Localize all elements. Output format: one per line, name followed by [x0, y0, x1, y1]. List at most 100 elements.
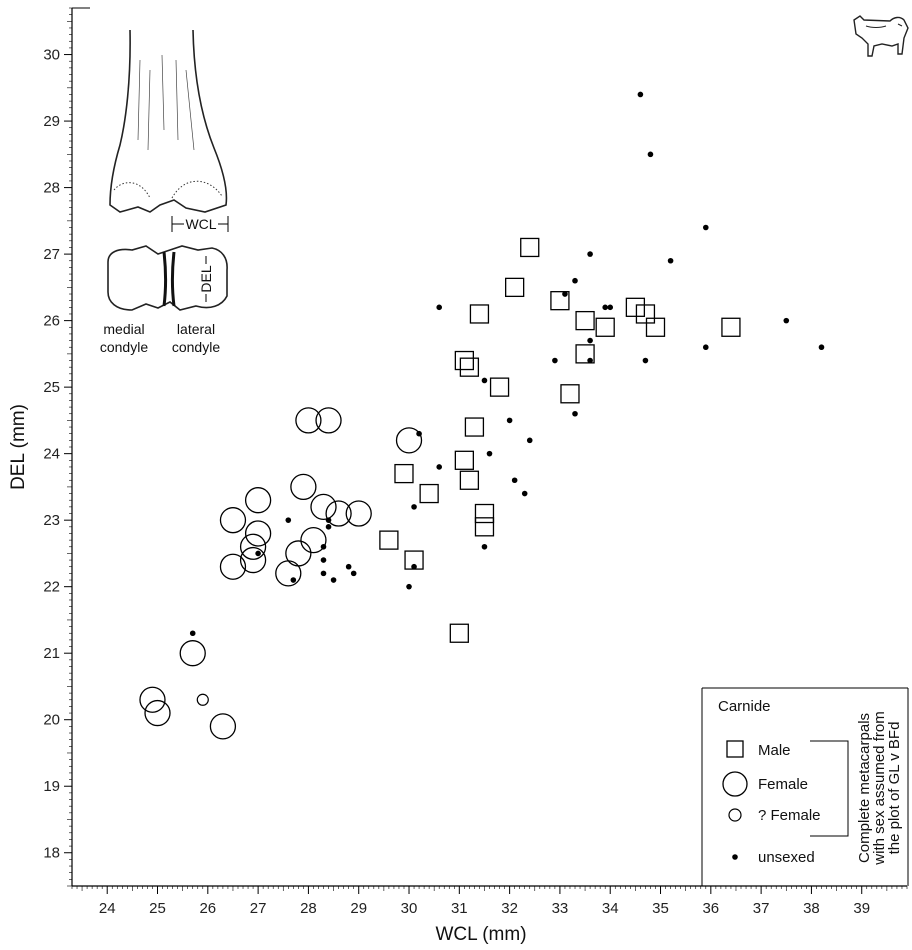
- unsexed-point: [255, 550, 261, 557]
- y-tick-label: 19: [43, 778, 60, 795]
- legend-male-label: Male: [758, 742, 791, 759]
- male-point: [505, 277, 525, 298]
- unsexed-point: [526, 437, 533, 444]
- x-tick-label: 38: [803, 900, 820, 917]
- unsexed-point: [486, 450, 493, 457]
- x-axis-ticks: 24 25 26 27 28 29 30 31 32 33 34 35 36 37 38 39: [71, 886, 908, 917]
- cattle-icon-outline: [853, 15, 909, 57]
- unsexed-point: [481, 543, 488, 550]
- unsexed-point: [702, 344, 709, 351]
- y-tick-label: 26: [43, 313, 60, 330]
- male-point: [595, 317, 615, 337]
- unsexed-point: [189, 630, 196, 637]
- male-point: [459, 470, 480, 490]
- legend-female-marker: [722, 771, 748, 797]
- male-point: [379, 530, 399, 550]
- y-tick-label: 28: [43, 180, 60, 197]
- legend-qfemale-label: ? Female: [758, 807, 821, 824]
- unsexed-point: [702, 224, 709, 231]
- male-point: [489, 377, 510, 397]
- male-point: [459, 357, 480, 377]
- legend-female-label: Female: [758, 776, 808, 793]
- bone-condyle-stipple: [113, 180, 223, 199]
- metacarpal-illustration: WCL DEL medial condyle lateral condyle: [100, 29, 229, 355]
- bone-shaft-hatching: [137, 54, 195, 151]
- unsexed-point: [562, 291, 568, 297]
- x-tick-label: 28: [300, 900, 317, 917]
- x-tick-label: 24: [99, 900, 116, 917]
- unsexed-point: [411, 504, 417, 510]
- female-point: [300, 526, 327, 554]
- male-point: [645, 317, 666, 337]
- female-point: [219, 507, 247, 534]
- unsexed-point: [572, 410, 578, 417]
- female-point: [239, 533, 267, 560]
- del-label-bg: [199, 264, 213, 294]
- x-tick-label: 31: [451, 900, 468, 917]
- unsexed-point: [506, 417, 513, 424]
- male-point: [454, 350, 474, 371]
- unsexed-point: [406, 583, 412, 590]
- unsexed-point: [587, 337, 593, 344]
- unsexed-point: [330, 577, 337, 583]
- female-point: [325, 500, 352, 527]
- unsexed-point: [642, 357, 649, 364]
- unsexed-point: [511, 477, 518, 484]
- female-point: [219, 553, 247, 580]
- male-point: [464, 417, 485, 437]
- male-point: [520, 237, 540, 258]
- male-point: [721, 317, 741, 337]
- male-point: [575, 310, 595, 331]
- female-point: [139, 686, 166, 713]
- bone-shaft-drawing: [109, 29, 228, 213]
- unsexed-point: [320, 570, 327, 577]
- unsexed-point: [481, 377, 488, 384]
- female-point: [275, 560, 302, 587]
- unsexed-point: [436, 304, 442, 311]
- legend-male-marker: [726, 740, 744, 758]
- unsexed-point: [325, 524, 332, 530]
- wcl-label: WCL: [185, 216, 216, 232]
- wcl-label-bg: [184, 216, 218, 232]
- female-point: [295, 407, 322, 434]
- legend-title: Carnide: [718, 698, 771, 715]
- x-tick-label: 29: [350, 900, 367, 917]
- female-point: [179, 640, 206, 667]
- x-axis-title: WCL (mm): [435, 924, 526, 945]
- y-tick-label: 21: [43, 645, 60, 662]
- female-point: [315, 407, 342, 434]
- unsexed-point: [572, 277, 578, 284]
- unsexed-point: [416, 430, 422, 437]
- x-tick-label: 36: [702, 900, 719, 917]
- unsexed-point: [602, 304, 608, 311]
- distal-end-groove: [162, 251, 176, 307]
- unsexed-point: [607, 304, 614, 311]
- y-tick-label: 24: [43, 446, 60, 463]
- y-tick-label: 30: [43, 47, 60, 64]
- medial-condyle-label-line1: medial: [103, 321, 144, 337]
- unsexed-point: [587, 251, 593, 257]
- probable-female-point: [196, 693, 209, 706]
- male-point: [560, 384, 580, 404]
- male-point: [454, 450, 474, 470]
- unsexed-point: [350, 570, 357, 577]
- female-point: [209, 713, 237, 740]
- legend-note-line2: with sex assumed from: [871, 711, 888, 865]
- male-point: [635, 304, 656, 324]
- female-point: [290, 473, 317, 501]
- x-tick-label: 27: [250, 900, 267, 917]
- x-tick-label: 32: [501, 900, 518, 917]
- x-tick-label: 35: [652, 900, 669, 917]
- unsexed-point: [325, 517, 332, 523]
- y-axis-title: DEL (mm): [8, 404, 29, 490]
- unsexed-point: [320, 543, 327, 550]
- legend-note-line3: the plot of GL v BFd: [886, 722, 903, 855]
- female-point: [395, 427, 423, 454]
- medial-condyle-label-line2: condyle: [100, 339, 148, 355]
- unsexed-point: [552, 357, 558, 364]
- x-tick-label: 34: [602, 900, 619, 917]
- unsexed-point: [320, 557, 327, 563]
- unsexed-point: [783, 317, 790, 324]
- legend-bracket: [810, 740, 849, 837]
- legend-note-line1: Complete metacarpals: [856, 713, 873, 863]
